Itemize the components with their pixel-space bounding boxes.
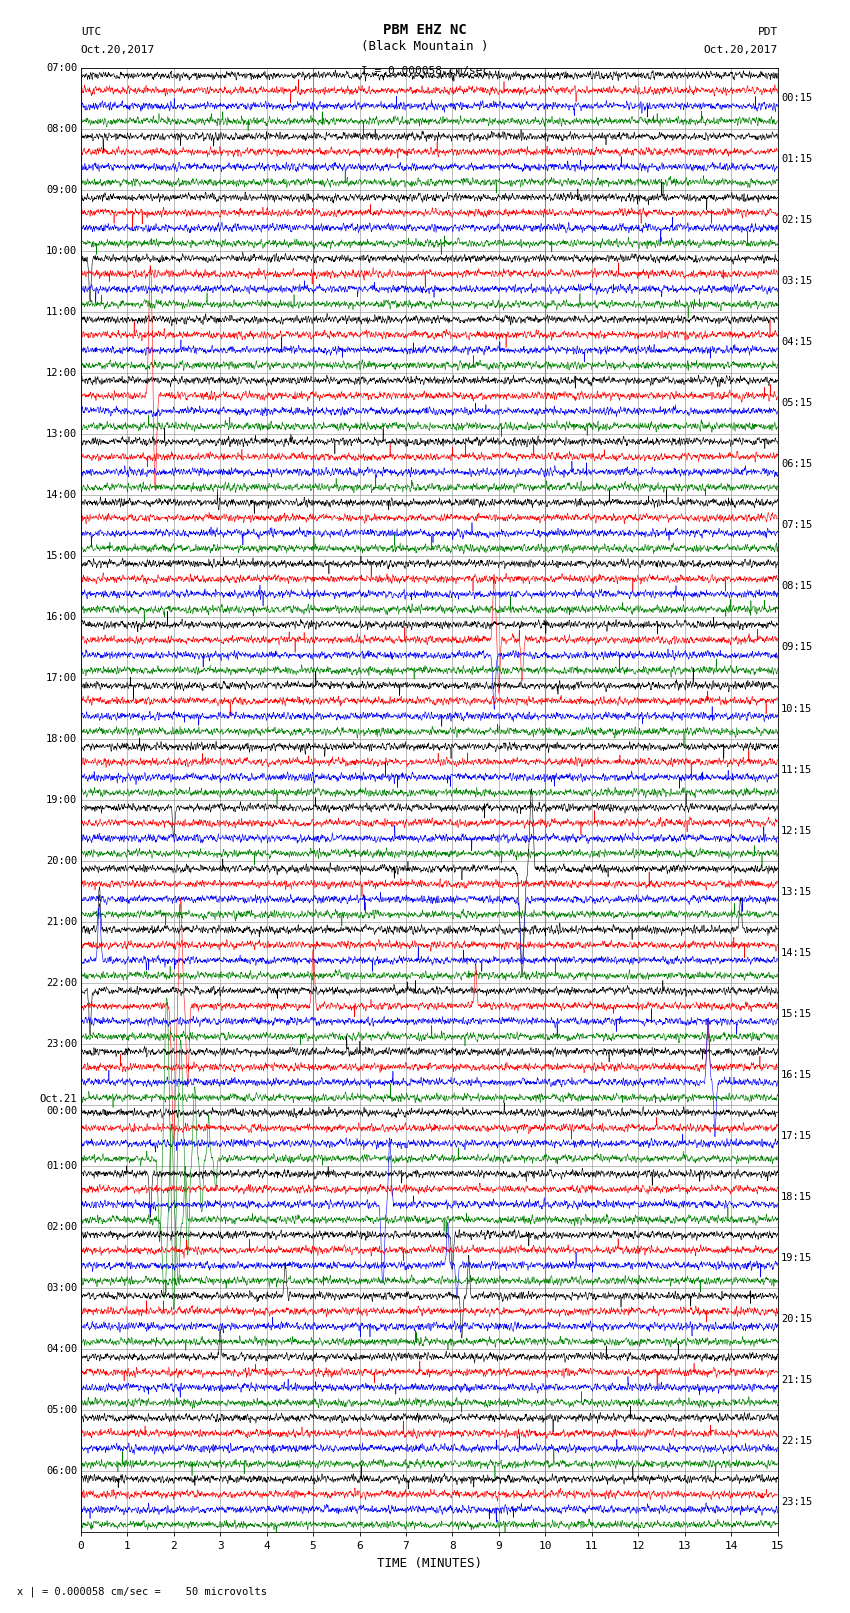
Text: 12:00: 12:00	[46, 368, 77, 377]
Text: 04:15: 04:15	[781, 337, 813, 347]
Text: Oct.20,2017: Oct.20,2017	[704, 45, 778, 55]
Text: 02:00: 02:00	[46, 1223, 77, 1232]
Text: 07:00: 07:00	[46, 63, 77, 73]
Text: 19:00: 19:00	[46, 795, 77, 805]
Text: 14:15: 14:15	[781, 947, 813, 958]
Text: 18:00: 18:00	[46, 734, 77, 744]
Text: 01:00: 01:00	[46, 1161, 77, 1171]
X-axis label: TIME (MINUTES): TIME (MINUTES)	[377, 1557, 482, 1569]
Text: 23:00: 23:00	[46, 1039, 77, 1048]
Text: 21:00: 21:00	[46, 918, 77, 927]
Text: 15:15: 15:15	[781, 1008, 813, 1019]
Text: 08:00: 08:00	[46, 124, 77, 134]
Text: 22:00: 22:00	[46, 977, 77, 989]
Text: 06:00: 06:00	[46, 1466, 77, 1476]
Text: (Black Mountain ): (Black Mountain )	[361, 40, 489, 53]
Text: 09:00: 09:00	[46, 185, 77, 195]
Text: 05:00: 05:00	[46, 1405, 77, 1415]
Text: 22:15: 22:15	[781, 1436, 813, 1445]
Text: 16:15: 16:15	[781, 1069, 813, 1079]
Text: 11:15: 11:15	[781, 765, 813, 774]
Text: UTC: UTC	[81, 27, 101, 37]
Text: 05:15: 05:15	[781, 398, 813, 408]
Text: 12:15: 12:15	[781, 826, 813, 836]
Text: 14:00: 14:00	[46, 490, 77, 500]
Text: 17:15: 17:15	[781, 1131, 813, 1140]
Text: 08:15: 08:15	[781, 581, 813, 592]
Text: Oct.21
00:00: Oct.21 00:00	[40, 1094, 77, 1116]
Text: 03:00: 03:00	[46, 1284, 77, 1294]
Text: 00:15: 00:15	[781, 94, 813, 103]
Text: 13:00: 13:00	[46, 429, 77, 439]
Text: 20:15: 20:15	[781, 1313, 813, 1324]
Text: 18:15: 18:15	[781, 1192, 813, 1202]
Text: 20:00: 20:00	[46, 857, 77, 866]
Text: 23:15: 23:15	[781, 1497, 813, 1507]
Text: 09:15: 09:15	[781, 642, 813, 653]
Text: I = 0.000058 cm/sec: I = 0.000058 cm/sec	[361, 66, 489, 76]
Text: 06:15: 06:15	[781, 460, 813, 469]
Text: 17:00: 17:00	[46, 673, 77, 682]
Text: 13:15: 13:15	[781, 887, 813, 897]
Text: 21:15: 21:15	[781, 1374, 813, 1386]
Text: 03:15: 03:15	[781, 276, 813, 287]
Text: 10:00: 10:00	[46, 245, 77, 256]
Text: Oct.20,2017: Oct.20,2017	[81, 45, 155, 55]
Text: 07:15: 07:15	[781, 521, 813, 531]
Text: PDT: PDT	[757, 27, 778, 37]
Text: 11:00: 11:00	[46, 306, 77, 316]
Text: 19:15: 19:15	[781, 1253, 813, 1263]
Text: 16:00: 16:00	[46, 611, 77, 623]
Text: 10:15: 10:15	[781, 703, 813, 713]
Text: PBM EHZ NC: PBM EHZ NC	[383, 23, 467, 37]
Text: 04:00: 04:00	[46, 1344, 77, 1355]
Text: 01:15: 01:15	[781, 155, 813, 165]
Text: 15:00: 15:00	[46, 552, 77, 561]
Text: 02:15: 02:15	[781, 215, 813, 226]
Text: x | = 0.000058 cm/sec =    50 microvolts: x | = 0.000058 cm/sec = 50 microvolts	[17, 1586, 267, 1597]
